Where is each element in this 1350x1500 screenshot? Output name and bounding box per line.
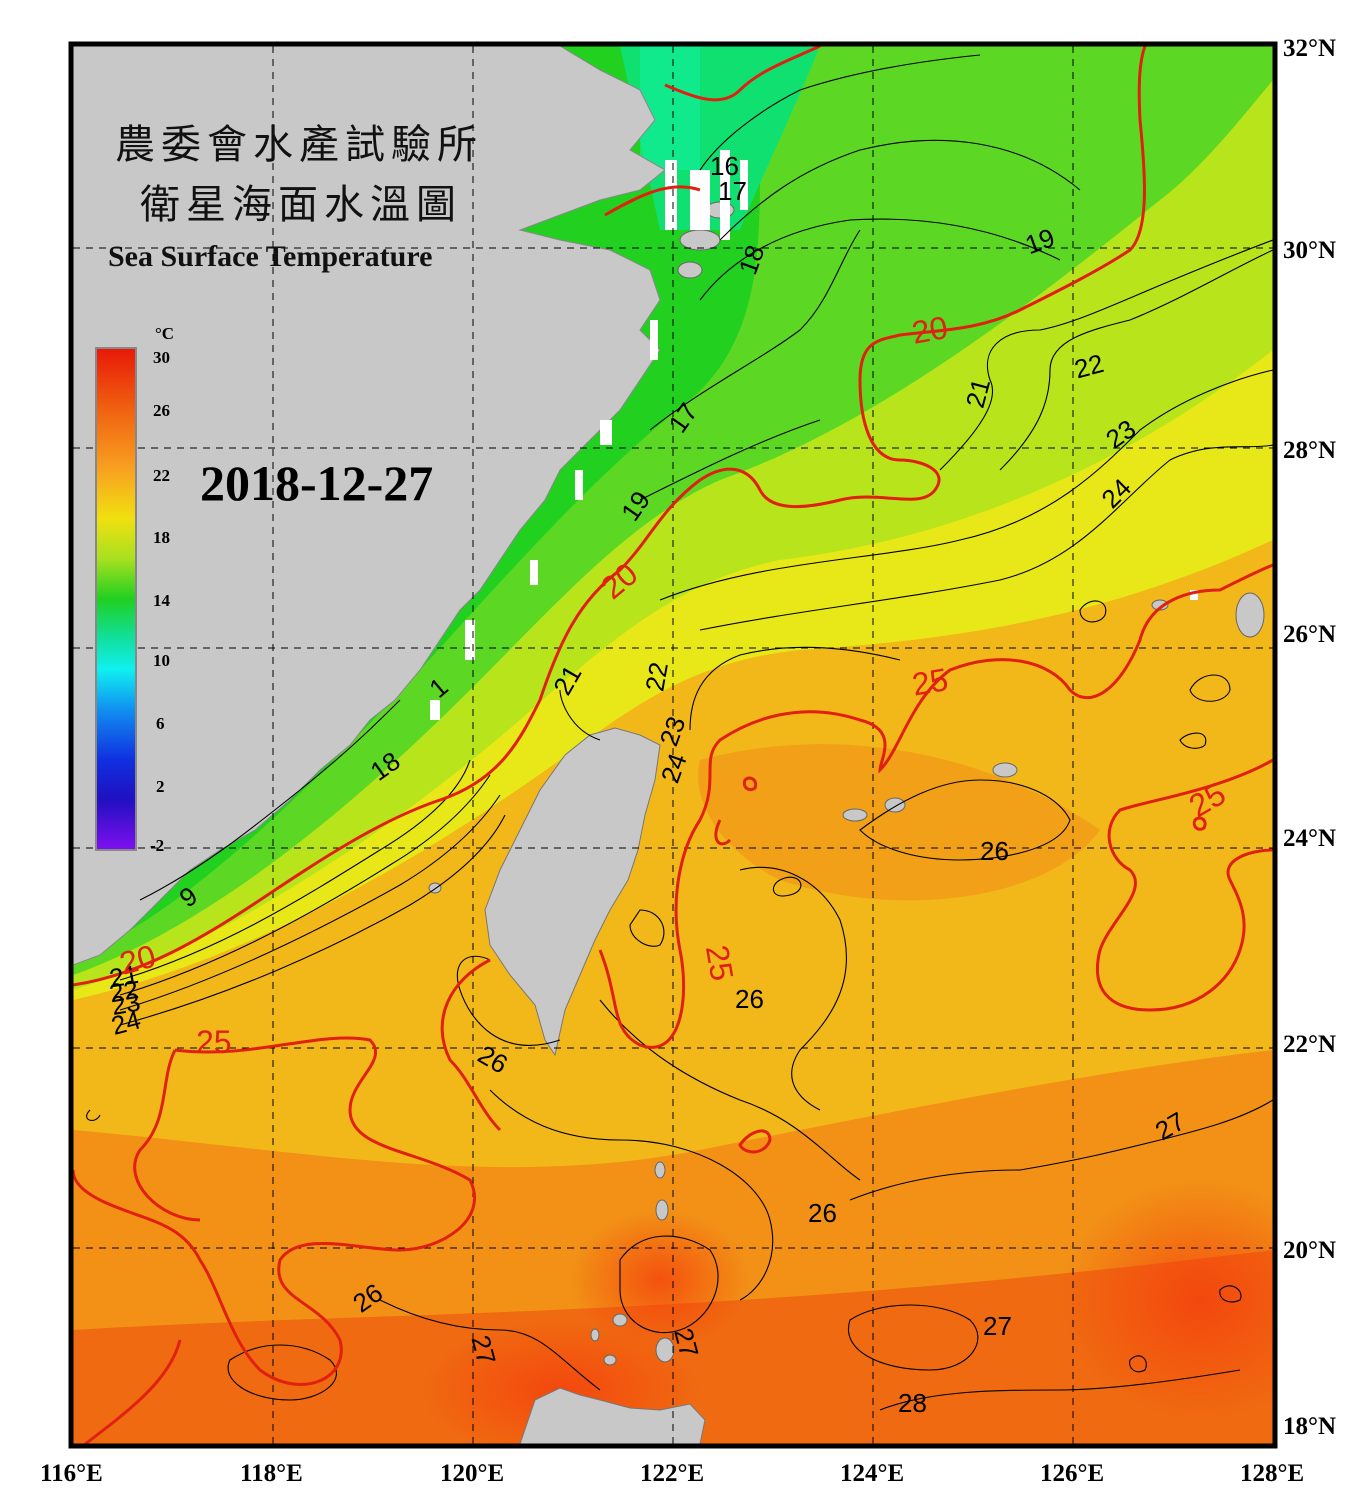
isotherms-major [73,46,1273,1444]
contour-label-red: 25 [909,661,950,703]
lat-label: 30°N [1283,237,1336,264]
contour-label: 26 [808,1198,837,1228]
lon-label: 126°E [1040,1460,1104,1487]
contour-label: 26 [735,984,764,1014]
colorbar-tick: 6 [156,714,165,733]
graticule [73,46,1273,1444]
colorbar-tick: -2 [150,836,164,855]
colorbar: °C 30 26 22 18 14 10 6 2 -2 [95,324,174,855]
lon-label: 120°E [440,1460,504,1487]
contour-label: 16 [710,151,739,181]
contour-label: 28 [898,1388,927,1418]
colorbar-tick: 10 [153,651,170,670]
small-islands [428,201,1265,1366]
lon-label: 128°E [1240,1460,1304,1487]
colorbar-tick: 14 [153,591,171,610]
contour-label-red: 20 [909,309,950,351]
lon-label: 116°E [40,1460,103,1487]
colorbar-tick: 18 [153,528,170,547]
china-mainland [73,46,666,966]
contour-label: 17 [718,176,747,206]
colorbar-tick: 30 [153,348,170,367]
contour-label: 21 [107,959,141,994]
contour-label: 22 [107,974,141,1009]
lon-label: 124°E [840,1460,904,1487]
date-label: 2018-12-27 [200,455,433,511]
lon-label: 118°E [240,1460,303,1487]
colorbar-unit: °C [155,324,174,343]
colorbar-ramp [95,347,137,851]
taiwan-island [484,727,661,1057]
lat-label: 24°N [1283,825,1336,852]
contour-label-red: 25 [699,942,741,983]
lat-label: 28°N [1283,437,1336,464]
contour-label: 23 [109,987,143,1022]
latitude-labels: 32°N 30°N 28°N 26°N 24°N 22°N 20°N 18°N [1283,35,1336,1440]
contour-label: 27 [983,1311,1012,1341]
title-agency: 農委會水產試驗所 [115,122,483,168]
longitude-labels: 116°E 118°E 120°E 122°E 124°E 126°E 128°… [40,1460,1304,1487]
colorbar-tick: 2 [156,777,165,796]
map-frame [68,41,1278,1449]
lat-label: 20°N [1283,1237,1336,1264]
colorbar-tick: 22 [153,466,170,485]
lat-label: 32°N [1283,35,1336,62]
contour-label: 26 [980,836,1009,866]
lat-label: 26°N [1283,621,1336,648]
contour-label-red: 25 [196,1024,232,1060]
colorbar-tick: 26 [153,401,170,420]
lat-label: 22°N [1283,1031,1336,1058]
luzon-island [519,1387,706,1444]
cloud-gaps [430,150,1198,720]
title-product: 衛星海面水溫圖 [140,182,462,228]
land-masses [73,46,1265,1444]
lon-label: 122°E [640,1460,704,1487]
lat-label: 18°N [1283,1413,1336,1440]
contour-label: 22 [639,660,674,694]
isotherms-minor [86,54,1273,1411]
title-english: Sea Surface Temperature [108,240,432,273]
